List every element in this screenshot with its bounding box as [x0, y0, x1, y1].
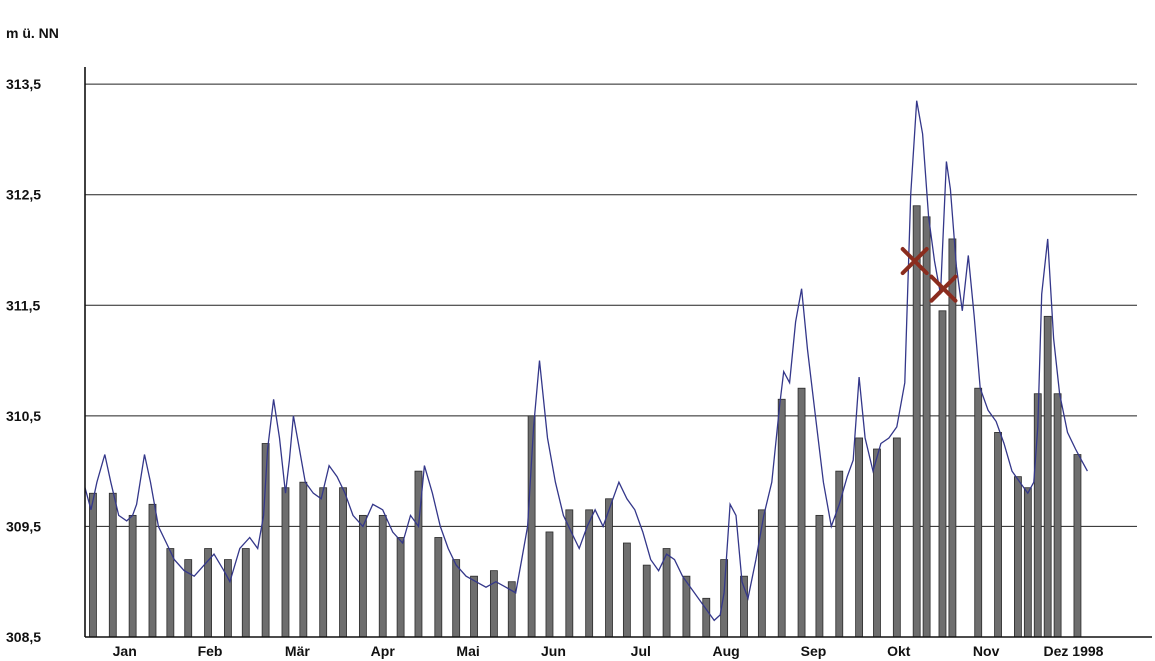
bar	[545, 531, 554, 638]
x-marker-stroke	[900, 247, 929, 276]
bar	[434, 537, 443, 638]
bar	[994, 432, 1002, 638]
bar	[339, 487, 347, 638]
bar	[1023, 487, 1032, 638]
bar	[378, 514, 387, 638]
bar	[89, 492, 97, 638]
bar	[912, 205, 921, 638]
bar	[128, 514, 137, 638]
bar	[224, 559, 232, 638]
bar	[1073, 454, 1082, 638]
bar	[396, 537, 405, 638]
y-tick-labels: 308,5 309,5 310,5 311,5 312,5 313,5	[6, 76, 41, 645]
bar	[166, 548, 175, 638]
bar	[922, 216, 931, 638]
bar	[938, 310, 947, 638]
month-label: Nov	[973, 643, 1000, 659]
month-label: Jul	[631, 643, 651, 659]
bar	[1043, 315, 1052, 638]
month-label: Okt	[887, 643, 911, 659]
bar	[299, 481, 308, 638]
month-label: Sep	[801, 643, 827, 659]
bar	[605, 498, 613, 638]
y-tick-label: 313,5	[6, 76, 41, 92]
x-marker	[929, 274, 958, 303]
bar	[720, 559, 729, 638]
month-label: Aug	[713, 643, 740, 659]
axes	[84, 67, 1152, 638]
bar	[892, 437, 901, 638]
month-label: Mär	[285, 643, 310, 659]
bar	[452, 559, 461, 638]
bar	[489, 570, 498, 638]
bar	[642, 564, 651, 638]
bar	[1014, 476, 1022, 638]
gridlines	[85, 83, 1137, 527]
bar	[319, 487, 328, 638]
y-tick-label: 309,5	[6, 518, 41, 534]
bar	[470, 575, 478, 638]
bar	[797, 387, 806, 638]
y-tick-label: 312,5	[6, 187, 41, 203]
bar	[873, 448, 881, 638]
bars	[89, 205, 1082, 638]
bar	[777, 398, 786, 638]
bar	[1053, 393, 1062, 638]
bar	[204, 548, 212, 638]
bar	[108, 492, 117, 638]
bar	[358, 514, 367, 638]
month-label: Jan	[113, 643, 137, 659]
bar	[622, 542, 631, 638]
month-label: Dez 1998	[1044, 643, 1104, 659]
bar	[815, 514, 824, 638]
bar	[281, 487, 290, 638]
bar	[974, 387, 983, 638]
x-marker-stroke	[929, 274, 958, 303]
bar	[662, 548, 671, 638]
y-tick-label: 310,5	[6, 408, 41, 424]
bar	[702, 597, 711, 638]
bar	[241, 548, 250, 638]
x-marker	[900, 247, 929, 276]
y-tick-label: 311,5	[6, 297, 40, 313]
bar	[148, 503, 157, 638]
month-labels: Jan Feb Mär Apr Mai Jun Jul Aug Sep Okt Nov Dez 199…	[113, 643, 1104, 659]
month-label: Mai	[456, 643, 479, 659]
month-label: Feb	[198, 643, 223, 659]
bar	[855, 437, 864, 638]
markers	[900, 247, 958, 303]
bar	[527, 415, 536, 638]
y-axis-unit-label: m ü. NN	[6, 25, 59, 41]
month-label: Apr	[371, 643, 396, 659]
y-tick-label: 308,5	[6, 629, 41, 645]
month-label: Jun	[541, 643, 566, 659]
